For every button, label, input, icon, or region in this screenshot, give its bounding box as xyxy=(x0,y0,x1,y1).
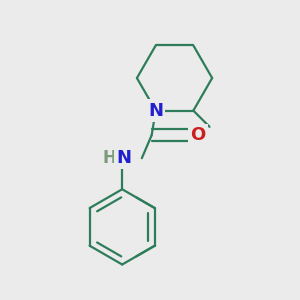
Text: H: H xyxy=(102,149,116,167)
Text: N: N xyxy=(148,102,163,120)
Text: O: O xyxy=(190,126,206,144)
Text: N: N xyxy=(116,149,131,167)
